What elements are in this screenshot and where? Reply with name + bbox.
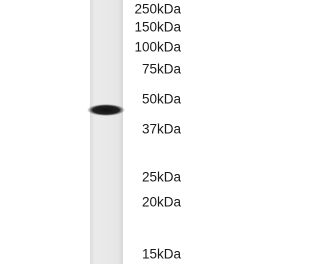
protein-band [87,104,125,116]
western-blot: 250kDa 150kDa 100kDa 75kDa 50kDa 37kDa 2… [0,0,283,264]
marker-label: 50kDa [142,92,182,107]
marker-label: 15kDa [142,247,182,262]
marker-label: 100kDa [134,40,181,55]
gel-lane [90,0,123,264]
background [0,0,283,264]
marker-label: 20kDa [142,195,182,210]
marker-labels: 250kDa 150kDa 100kDa 75kDa 50kDa 37kDa 2… [134,2,181,262]
marker-label: 150kDa [134,20,181,35]
marker-label: 250kDa [134,2,181,17]
marker-label: 25kDa [142,170,182,185]
marker-label: 75kDa [142,62,182,77]
marker-label: 37kDa [142,122,182,137]
